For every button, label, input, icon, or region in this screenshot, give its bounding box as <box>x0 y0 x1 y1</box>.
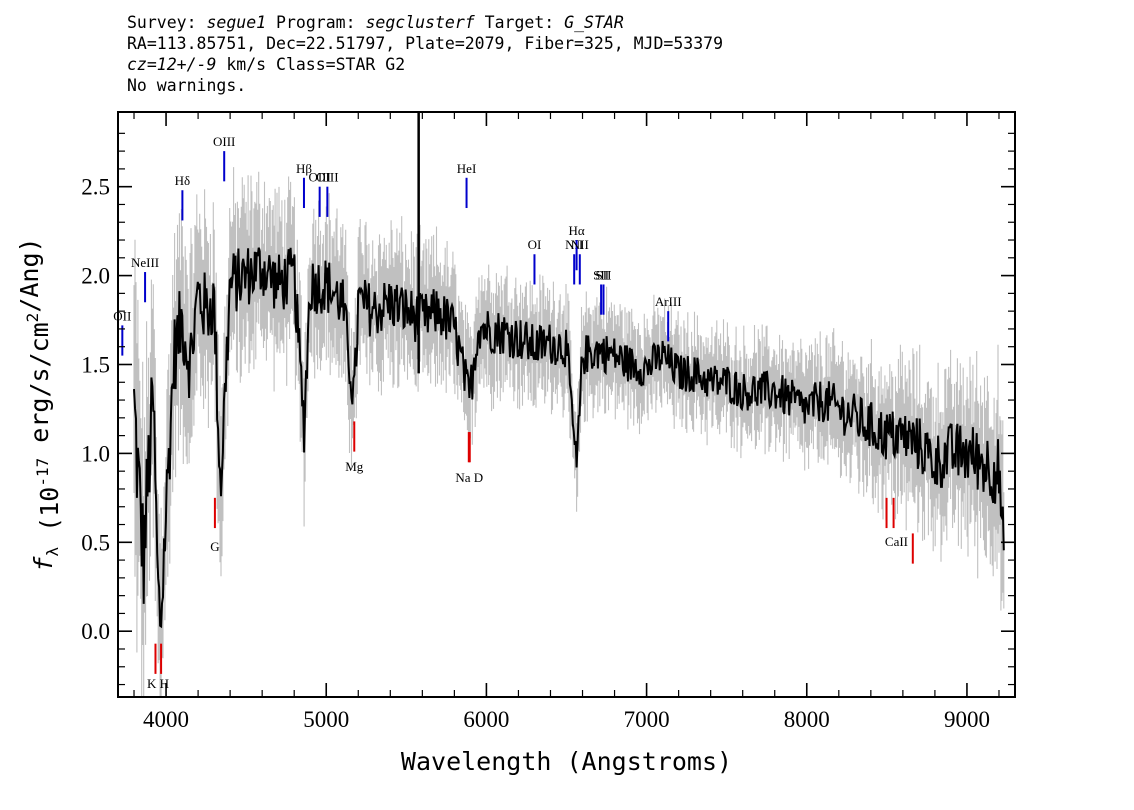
y-tick-label: 1.5 <box>81 352 110 377</box>
header-line-2: RA=113.85751, Dec=22.51797, Plate=2079, … <box>127 34 724 53</box>
emission-line-label: OIII <box>316 170 338 185</box>
absorption-line-label: G <box>210 539 219 554</box>
y-axis-title-part: (10 <box>35 487 64 547</box>
absorption-line-label: K H <box>147 676 169 691</box>
emission-line-label: NII <box>571 237 589 252</box>
emission-line-label: Hα <box>568 223 584 238</box>
y-axis-title-part: λ <box>43 547 62 557</box>
header-line-1: Survey: segue1 Program: segclusterf Targ… <box>127 12 1027 33</box>
survey-value: segue1 <box>206 13 267 32</box>
y-axis-title: fλ (10-17 erg/s/cm2/Ang) <box>15 237 64 571</box>
emission-line-label: NeIII <box>131 255 159 270</box>
emission-line-label: NII <box>565 237 583 252</box>
emission-line-label: OIII <box>213 134 235 149</box>
y-axis-title-part: /Ang) <box>15 237 44 312</box>
program-label: Program: <box>276 13 356 32</box>
plot-header: Survey: segue1 Program: segclusterf Targ… <box>127 12 1027 96</box>
redshift-value: cz=12+/-9 <box>127 55 217 74</box>
x-tick-label: 4000 <box>143 707 189 732</box>
x-tick-label: 5000 <box>303 707 349 732</box>
y-axis-title-part: 2 <box>23 313 42 323</box>
class-text: km/s Class=STAR G2 <box>216 55 406 74</box>
emission-line-label: OI <box>528 237 542 252</box>
x-axis-title: Wavelength (Angstroms) <box>401 747 732 776</box>
emission-line-label: HeI <box>457 161 477 176</box>
emission-line-label: SII <box>596 267 612 282</box>
tick-marks <box>118 112 1015 697</box>
absorption-line-label: CaII <box>885 534 908 549</box>
flux-line-layer <box>133 112 1005 629</box>
absorption-line-label: Mg <box>345 459 364 474</box>
target-value: G_STAR <box>564 13 624 32</box>
y-tick-label: 2.5 <box>81 175 110 200</box>
flux-line <box>133 247 1005 629</box>
y-axis-title-part: erg/s/cm <box>25 322 54 457</box>
emission-line-label: Hβ <box>296 161 312 176</box>
x-tick-label: 8000 <box>784 707 830 732</box>
y-axis-title-part: -17 <box>33 458 52 487</box>
survey-label: Survey: <box>127 13 197 32</box>
axes <box>117 111 1016 698</box>
x-tick-label: 7000 <box>624 707 670 732</box>
plot-frame <box>117 111 1016 698</box>
emission-line-label: SII <box>593 267 609 282</box>
emission-line-label: OIII <box>308 170 330 185</box>
header-line-3: cz=12+/-9 km/s Class=STAR G2 <box>127 54 1027 75</box>
absorption-line-label: Na D <box>455 470 483 485</box>
target-label: Target: <box>484 13 555 32</box>
x-tick-label: 9000 <box>944 707 990 732</box>
y-tick-label: 0.5 <box>81 530 110 555</box>
header-line-4: No warnings. <box>127 76 247 95</box>
tick-labels: 4000 5000 6000 7000 8000 9000 0.0 0.5 1.0 1.5 2.0 2… <box>81 175 990 732</box>
y-axis-title-text: fλ (10-17 erg/s/cm2/Ang) <box>15 237 64 571</box>
y-tick-label: 0.0 <box>81 619 110 644</box>
y-tick-label: 1.0 <box>81 441 110 466</box>
y-tick-label: 2.0 <box>81 264 110 289</box>
y-axis-title-part: f <box>29 556 58 572</box>
emission-line-label: ArIII <box>655 294 682 309</box>
x-tick-label: 6000 <box>463 707 509 732</box>
program-value: segclusterf <box>365 13 475 32</box>
emission-line-label: Hδ <box>175 173 191 188</box>
